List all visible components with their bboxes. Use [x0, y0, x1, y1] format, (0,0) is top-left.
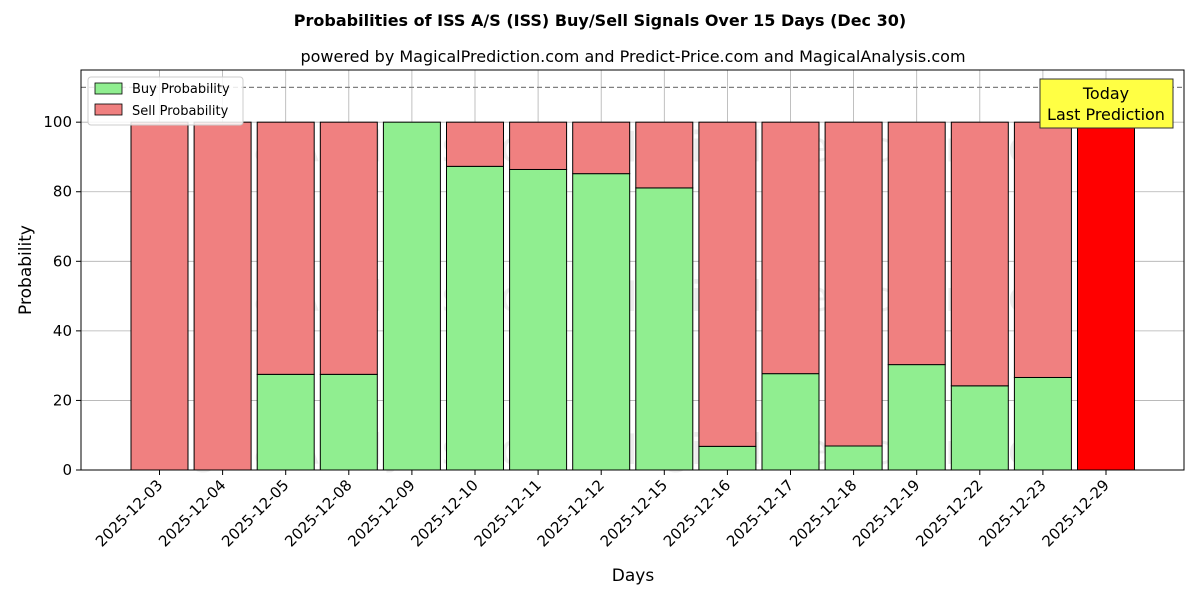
bar-buy — [319, 373, 378, 471]
x-tick-label: 2025-12-16 — [660, 476, 734, 550]
legend-label-buy: Buy Probability — [132, 82, 230, 97]
x-tick-label: 2025-12-05 — [218, 476, 292, 550]
y-tick-label: 20 — [53, 391, 72, 409]
y-tick-label: 100 — [43, 113, 72, 131]
bar-buy — [382, 121, 441, 471]
bar-buy — [761, 373, 820, 471]
y-axis-label: Probability — [16, 225, 36, 315]
bar-sell — [256, 121, 315, 375]
today-annotation-line-2: Last Prediction — [1047, 105, 1165, 124]
bar-sell — [130, 121, 189, 471]
bar-sell — [193, 121, 252, 471]
bar-sell — [319, 121, 378, 375]
bar-sell — [572, 121, 631, 175]
x-tick-label: 2025-12-23 — [975, 476, 1049, 550]
legend-label-sell: Sell Probability — [132, 104, 229, 119]
legend-swatch-sell — [94, 103, 123, 116]
x-tick-label: 2025-12-19 — [849, 476, 923, 550]
bar-buy — [887, 364, 946, 471]
bar-sell — [887, 121, 946, 366]
bar-buy — [446, 165, 504, 471]
bar-sell — [950, 121, 1009, 387]
x-tick-label: 2025-12-04 — [155, 476, 229, 550]
chart-title: Probabilities of ISS A/S (ISS) Buy/Sell … — [294, 11, 906, 30]
x-tick-label: 2025-12-18 — [786, 476, 860, 550]
bar-buy — [509, 168, 568, 471]
axes — [80, 69, 1185, 471]
x-tick-label: 2025-12-03 — [92, 476, 166, 550]
bar-buy — [824, 445, 883, 471]
today-annotation: Today Last Prediction — [1039, 78, 1174, 129]
bar-buy — [950, 385, 1009, 471]
bar-buy — [572, 173, 631, 471]
y-tick-label: 40 — [53, 322, 72, 340]
bar-buy — [635, 187, 694, 471]
x-tick-label: 2025-12-15 — [597, 476, 671, 550]
legend-swatch-buy — [94, 82, 123, 95]
plot-frame — [80, 69, 1185, 471]
bar-buy — [698, 445, 757, 471]
y-tick-label: 80 — [53, 183, 72, 201]
legend: Buy Probability Sell Probability — [87, 76, 244, 126]
today-annotation-box — [1039, 78, 1174, 129]
x-axis-label: Days — [612, 566, 655, 586]
bar-sell — [509, 121, 568, 170]
y-ticks: 0 20 40 60 80 100 — [43, 113, 81, 479]
x-tick-label: 2025-12-29 — [1038, 476, 1112, 550]
legend-box — [87, 76, 244, 126]
y-tick-label: 0 — [62, 461, 72, 479]
bar-sell-highlight — [1077, 121, 1135, 471]
bar-sell — [761, 121, 820, 375]
x-tick-label: 2025-12-22 — [912, 476, 986, 550]
today-annotation-line-1: Today — [1082, 84, 1129, 103]
bar-buy — [1013, 376, 1072, 471]
x-tick-label: 2025-12-10 — [407, 476, 481, 550]
bar-sell — [635, 121, 694, 189]
bar-sell — [698, 121, 757, 447]
bar-sell — [824, 121, 883, 447]
bar-buy — [256, 373, 315, 471]
y-tick-label: 60 — [53, 252, 72, 270]
bar-sell — [446, 121, 504, 167]
x-tick-label: 2025-12-17 — [723, 476, 797, 550]
x-tick-label: 2025-12-12 — [534, 476, 608, 550]
chart-subtitle: powered by MagicalPrediction.com and Pre… — [300, 47, 965, 66]
x-tick-label: 2025-12-08 — [281, 476, 355, 550]
x-ticks: 2025-12-032025-12-042025-12-052025-12-08… — [92, 470, 1113, 550]
x-tick-label: 2025-12-09 — [344, 476, 418, 550]
bars — [130, 121, 1135, 471]
bar-sell — [1013, 121, 1072, 378]
x-tick-label: 2025-12-11 — [471, 476, 545, 550]
